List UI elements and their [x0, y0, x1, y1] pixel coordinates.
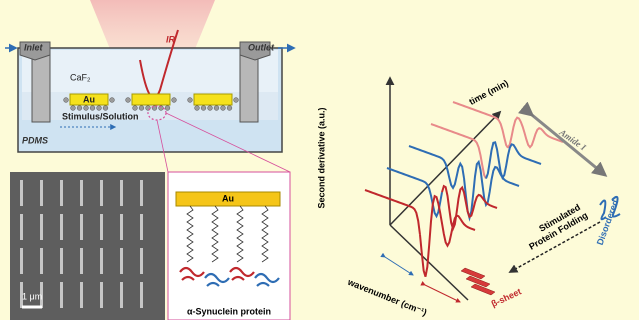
nanorod: [120, 180, 123, 206]
protein-dot: [64, 98, 69, 103]
nanorod: [140, 214, 143, 240]
protein-dot: [227, 106, 232, 111]
inset: Au α-Synuclein protein: [168, 172, 290, 320]
nanorod: [60, 180, 63, 206]
amide-arrow: [532, 115, 605, 175]
electrode-pad: [194, 94, 232, 105]
nanorod: [80, 282, 83, 308]
nanorod: [80, 180, 83, 206]
protein-dot: [103, 106, 108, 111]
nanorod: [140, 180, 143, 206]
protein-dot: [214, 106, 219, 111]
protein-dot: [110, 98, 115, 103]
nanorod: [100, 180, 103, 206]
inlet-label: Inlet: [24, 42, 44, 52]
nanorod: [100, 248, 103, 274]
protein-dot: [188, 98, 193, 103]
protein-dot: [201, 106, 206, 111]
spectrum-trace: [453, 102, 508, 148]
protein-dot: [77, 106, 82, 111]
nanorod: [60, 282, 63, 308]
nanorod: [140, 282, 143, 308]
protein-dot: [195, 106, 200, 111]
scale-label: 1 μm: [22, 291, 42, 301]
nanorod: [20, 180, 23, 206]
nanorod: [40, 248, 43, 274]
device: Inlet Outlet IR CaF₂ Au Stimulus/Solutio…: [5, 0, 294, 172]
figure: Inlet Outlet IR CaF₂ Au Stimulus/Solutio…: [0, 0, 639, 320]
spectrum-trace: [486, 142, 541, 178]
blue-range: [385, 257, 413, 275]
electrode-label: Au: [83, 94, 95, 104]
nanorod: [140, 248, 143, 274]
wavenumber-label: wavenumber (cm⁻¹): [345, 276, 428, 317]
protein-dot: [90, 106, 95, 111]
protein-dot: [133, 106, 138, 111]
nanorod: [100, 214, 103, 240]
nanorod: [120, 248, 123, 274]
protein-dot: [97, 106, 102, 111]
nanorod: [40, 180, 43, 206]
nanorod: [80, 214, 83, 240]
substrate-label: PDMS: [22, 135, 48, 145]
protein-dot: [221, 106, 226, 111]
plot: Second derivative (a.u.) time (min) wave…: [316, 78, 620, 318]
protein-label: α-Synuclein protein: [187, 306, 271, 316]
protein-dot: [234, 98, 239, 103]
nanorod: [60, 214, 63, 240]
protein-dot: [126, 98, 131, 103]
protein-dot: [71, 106, 76, 111]
nanorod: [100, 282, 103, 308]
outlet-label: Outlet: [248, 42, 275, 52]
nanorod: [80, 248, 83, 274]
protein-dot: [172, 98, 177, 103]
nanorod: [120, 282, 123, 308]
micrograph: 1 μm: [10, 172, 165, 320]
beta-sheet-label: β-sheet: [490, 286, 523, 309]
protein-dot: [165, 106, 170, 111]
time-axis-label: time (min): [467, 78, 510, 107]
inset-electrode-label: Au: [222, 193, 234, 203]
protein-dot: [139, 106, 144, 111]
nanorod: [120, 214, 123, 240]
protein-dot: [84, 106, 89, 111]
nanorod: [20, 248, 23, 274]
y-axis-label: Second derivative (a.u.): [316, 107, 326, 208]
protein-dot: [208, 106, 213, 111]
nanorod: [60, 248, 63, 274]
nanorod: [40, 214, 43, 240]
spectrum-trace: [409, 146, 464, 188]
window-label: CaF₂: [70, 72, 91, 82]
electrode-pad: [132, 94, 170, 105]
ir-label: IR: [166, 34, 176, 44]
flow-label: Stimulus/Solution: [62, 111, 139, 121]
beta-sheet-icon: [461, 268, 495, 295]
nanorod: [20, 214, 23, 240]
